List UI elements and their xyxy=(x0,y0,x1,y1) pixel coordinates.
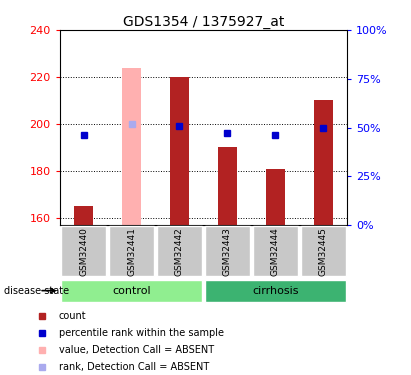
Bar xyxy=(74,206,93,225)
Bar xyxy=(122,68,141,225)
Bar xyxy=(61,280,202,302)
Text: disease state: disease state xyxy=(4,286,69,296)
Bar xyxy=(170,77,189,225)
Bar xyxy=(314,100,333,225)
Text: GSM32442: GSM32442 xyxy=(175,227,184,276)
Text: GSM32443: GSM32443 xyxy=(223,227,232,276)
Text: count: count xyxy=(59,311,86,321)
Bar xyxy=(157,226,202,276)
Bar xyxy=(205,280,346,302)
Text: rank, Detection Call = ABSENT: rank, Detection Call = ABSENT xyxy=(59,362,209,372)
Text: cirrhosis: cirrhosis xyxy=(252,286,299,296)
Text: GSM32440: GSM32440 xyxy=(79,227,88,276)
Bar xyxy=(266,169,285,225)
Title: GDS1354 / 1375927_at: GDS1354 / 1375927_at xyxy=(123,15,284,29)
Text: value, Detection Call = ABSENT: value, Detection Call = ABSENT xyxy=(59,345,214,355)
Text: percentile rank within the sample: percentile rank within the sample xyxy=(59,328,224,338)
Bar xyxy=(301,226,346,276)
Bar xyxy=(253,226,298,276)
Text: GSM32441: GSM32441 xyxy=(127,227,136,276)
Bar xyxy=(205,226,250,276)
Bar xyxy=(109,226,154,276)
Text: GSM32445: GSM32445 xyxy=(319,227,328,276)
Text: control: control xyxy=(112,286,151,296)
Bar xyxy=(61,226,106,276)
Text: GSM32444: GSM32444 xyxy=(271,227,280,276)
Bar xyxy=(218,147,237,225)
